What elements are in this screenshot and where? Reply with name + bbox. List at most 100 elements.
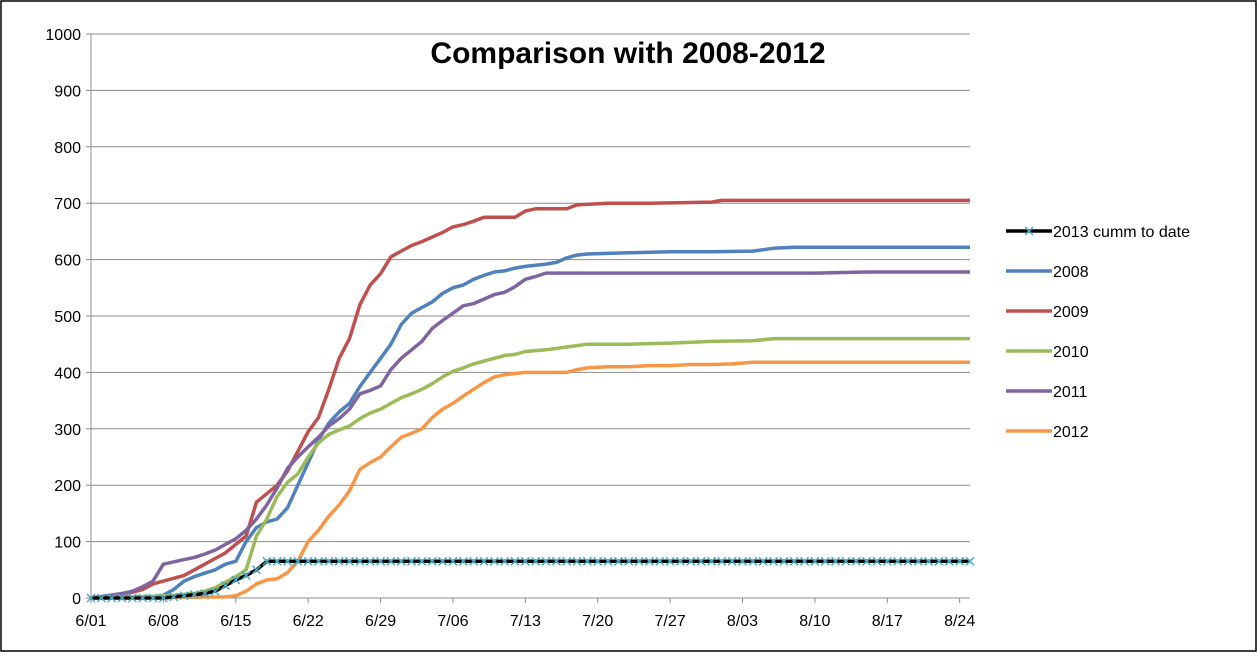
- x-tick-label: 8/24: [944, 613, 975, 630]
- series-marker: [200, 588, 210, 599]
- series-marker: [127, 593, 137, 603]
- marker-stroke: [169, 592, 179, 602]
- marker-stroke: [138, 593, 148, 603]
- marker-stroke: [841, 556, 851, 566]
- marker-stroke: [593, 556, 603, 566]
- marker-stroke: [210, 586, 220, 596]
- x-tick-label: 7/06: [437, 613, 468, 630]
- series-marker: [831, 556, 841, 566]
- series-marker: [593, 556, 603, 566]
- series-marker: [107, 593, 117, 603]
- marker-stroke: [313, 556, 324, 566]
- series-marker: [179, 591, 189, 601]
- series-marker: [862, 556, 872, 566]
- marker-stroke: [582, 556, 592, 566]
- series-marker: [768, 556, 779, 566]
- series-marker: [644, 556, 654, 566]
- series-marker: [500, 556, 510, 566]
- x-tick-label: 7/13: [510, 613, 541, 630]
- series-marker: [365, 556, 375, 566]
- series-marker: [86, 593, 96, 603]
- series-marker: [282, 556, 293, 566]
- series-marker: [510, 556, 520, 566]
- series-marker: [800, 556, 810, 566]
- series-marker: [727, 556, 737, 566]
- series-line: [90, 198, 970, 600]
- marker-stroke: [789, 556, 799, 566]
- x-tick-label: 8/17: [872, 613, 903, 630]
- x-tick-label: 8/03: [727, 613, 758, 630]
- marker-stroke: [768, 556, 779, 566]
- marker-stroke: [944, 556, 954, 566]
- series-marker: [324, 556, 334, 566]
- series-marker: [344, 556, 355, 566]
- series-marker: [96, 593, 106, 603]
- legend-marker: [1024, 226, 1034, 236]
- series-marker: [965, 556, 975, 566]
- series-marker: [231, 575, 241, 585]
- marker-stroke: [386, 556, 396, 566]
- marker-stroke: [562, 556, 572, 566]
- series-marker: [189, 590, 199, 600]
- marker-stroke: [655, 556, 665, 566]
- series-marker: [851, 556, 861, 566]
- series-marker: [841, 556, 851, 566]
- x-tick-label: 6/29: [365, 613, 396, 630]
- marker-stroke: [117, 593, 127, 603]
- marker-stroke: [334, 556, 344, 566]
- y-tick-label: 800: [54, 140, 81, 157]
- legend: 2013 cumm to date 2008 2009 2010 2011 2012: [1006, 224, 1190, 441]
- marker-stroke: [717, 556, 727, 566]
- marker-stroke: [365, 556, 375, 566]
- series-marker: [158, 593, 168, 603]
- marker-stroke: [965, 556, 975, 566]
- series-marker: [820, 556, 830, 566]
- marker-stroke: [872, 556, 882, 566]
- series-marker: [241, 570, 251, 580]
- series-marker: [541, 556, 551, 566]
- series-marker: [582, 556, 592, 566]
- series-marker: [779, 556, 789, 566]
- marker-stroke: [727, 556, 737, 566]
- series-marker: [737, 556, 748, 566]
- marker-stroke: [251, 565, 261, 575]
- series-marker: [303, 556, 313, 566]
- marker-stroke: [96, 593, 106, 603]
- series-marker: [686, 556, 696, 566]
- y-tick-label: 900: [54, 83, 81, 100]
- y-tick-label: 1000: [45, 27, 81, 44]
- series-marker: [376, 556, 386, 566]
- series-marker: [572, 556, 582, 566]
- marker-stroke: [903, 556, 913, 566]
- marker-stroke: [510, 556, 520, 566]
- legend-label: 2012: [1053, 424, 1089, 441]
- marker-stroke: [231, 575, 241, 585]
- marker-stroke: [572, 556, 582, 566]
- series-marker: [903, 556, 913, 566]
- series-marker: [427, 556, 437, 566]
- y-tick-label: 100: [54, 535, 81, 552]
- y-tick-label: 600: [54, 253, 81, 270]
- marker-stroke: [748, 556, 758, 566]
- x-tick-label: 8/10: [799, 613, 830, 630]
- series-marker: [489, 556, 499, 566]
- marker-stroke: [758, 556, 768, 566]
- marker-stroke: [438, 556, 448, 566]
- series-marker: [479, 556, 489, 566]
- marker-stroke: [282, 556, 293, 566]
- series-marker: [117, 593, 127, 603]
- marker-stroke: [831, 556, 841, 566]
- marker-stroke: [344, 556, 355, 566]
- marker-stroke: [737, 556, 748, 566]
- marker-stroke: [706, 556, 717, 566]
- series-marker: [251, 565, 261, 575]
- y-tick-label: 500: [54, 309, 81, 326]
- series-marker: [138, 593, 148, 603]
- marker-stroke: [469, 556, 479, 566]
- marker-stroke: [127, 593, 137, 603]
- marker-stroke: [427, 556, 437, 566]
- x-tick-label: 7/20: [582, 613, 613, 630]
- marker-stroke: [179, 591, 189, 601]
- marker-stroke: [913, 556, 923, 566]
